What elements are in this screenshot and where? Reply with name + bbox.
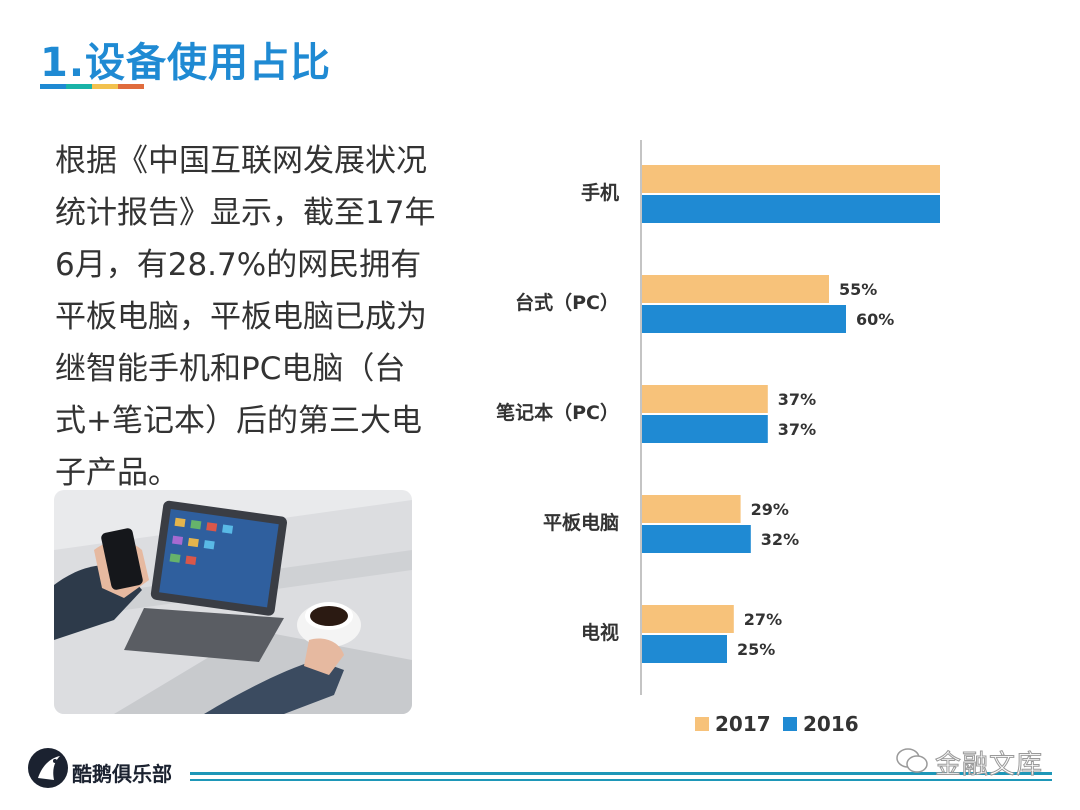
category-label: 平板电脑 [543, 511, 619, 534]
data-label: 32% [761, 530, 799, 549]
intro-line: 平板电脑，平板电脑已成为 [55, 299, 427, 335]
intro-line: 6月，有28.7%的网民拥有 [55, 247, 422, 283]
title-underline-segment-4 [118, 84, 144, 89]
footer-rule [190, 772, 1052, 775]
title-underline-segment-2 [66, 84, 92, 89]
category-label: 笔记本（PC） [496, 401, 619, 424]
bar-2016 [642, 195, 940, 223]
intro-line: 统计报告》显示，截至17年 [55, 195, 436, 231]
data-label: 60% [856, 310, 894, 329]
watermark-text: 金融文库 [934, 750, 1044, 781]
tablet-photo [54, 490, 412, 714]
legend-label: 2016 [803, 712, 859, 736]
bar-2016 [642, 635, 727, 663]
bar-2017 [642, 605, 734, 633]
intro-paragraph: 根据《中国互联网发展状况 统计报告》显示，截至17年 6月，有28.7%的网民拥… [55, 135, 475, 499]
bar-2016 [642, 525, 751, 553]
watermark: 金融文库 [895, 744, 1043, 781]
legend-swatch [695, 717, 709, 731]
title-underline-segment-3 [92, 84, 118, 89]
intro-line: 继智能手机和PC电脑（台 [55, 351, 406, 387]
intro-line: 子产品。 [55, 455, 179, 491]
data-label: 27% [744, 610, 782, 629]
data-label: 29% [751, 500, 789, 519]
tablet-photo-illustration [54, 490, 412, 714]
data-label: 55% [839, 280, 877, 299]
legend-label: 2017 [715, 712, 771, 736]
data-label: 37% [778, 420, 816, 439]
penguin-icon [38, 756, 60, 780]
bar-2016 [642, 305, 846, 333]
page-title: 1.设备使用占比 [40, 40, 332, 86]
category-label: 手机 [581, 181, 619, 204]
club-name: 酷鹅俱乐部 [72, 762, 172, 786]
title-underline [40, 84, 144, 89]
category-label: 电视 [581, 621, 619, 644]
category-label: 台式（PC） [515, 291, 619, 314]
bar-2017 [642, 495, 741, 523]
wechat-icon [896, 748, 928, 773]
bar-2017 [642, 385, 768, 413]
legend-swatch [783, 717, 797, 731]
bar-2016 [642, 415, 768, 443]
bar-2017 [642, 165, 940, 193]
title-underline-segment-1 [40, 84, 66, 89]
intro-line: 根据《中国互联网发展状况 [55, 143, 427, 179]
footer-rule-thin [190, 779, 1052, 781]
bar-2017 [642, 275, 829, 303]
data-label: 25% [737, 640, 775, 659]
club-logo [28, 748, 68, 788]
data-label: 37% [778, 390, 816, 409]
intro-line: 式+笔记本）后的第三大电 [55, 403, 422, 439]
